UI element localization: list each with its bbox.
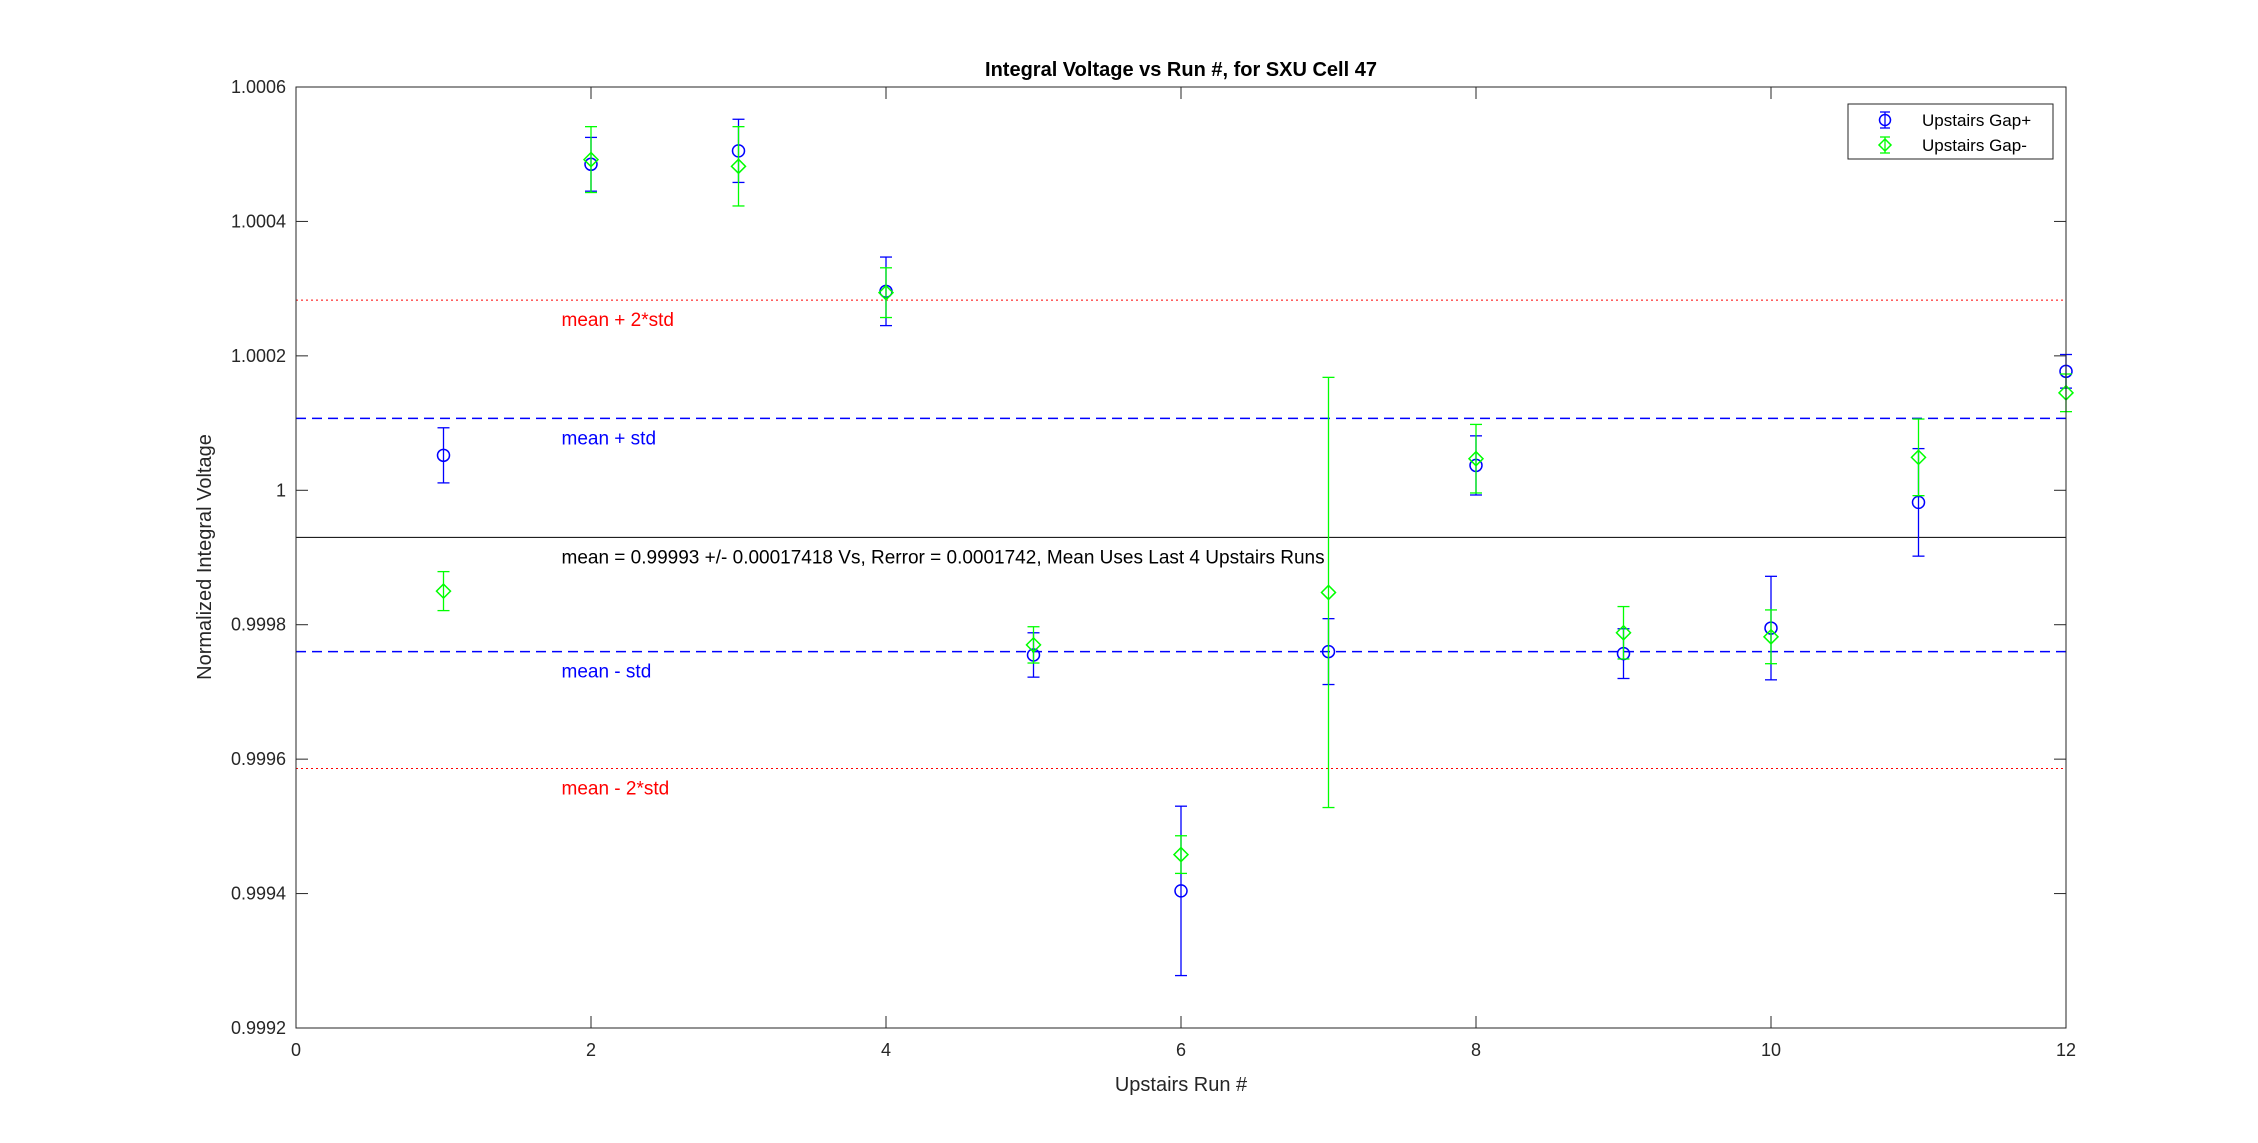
data-point bbox=[877, 267, 895, 319]
point-marker bbox=[877, 284, 895, 301]
reference-line-label: mean + 2*std bbox=[562, 310, 675, 331]
y-tick-label: 0.9994 bbox=[231, 884, 286, 904]
point-marker bbox=[435, 583, 452, 600]
y-tick-label: 0.9992 bbox=[231, 1018, 286, 1038]
x-tick-label: 8 bbox=[1471, 1040, 1481, 1060]
reference-line-label: mean - 2*std bbox=[562, 779, 670, 800]
legend-label: Upstairs Gap+ bbox=[1922, 111, 2031, 130]
point-marker bbox=[1174, 884, 1188, 898]
y-tick-label: 1 bbox=[276, 480, 286, 500]
data-point bbox=[1174, 805, 1188, 977]
data-point bbox=[1762, 609, 1780, 665]
reference-line-label: mean + std bbox=[562, 428, 657, 449]
series-2 bbox=[435, 126, 2075, 875]
point-marker bbox=[1910, 449, 1927, 466]
x-tick-label: 10 bbox=[1761, 1040, 1781, 1060]
legend-box bbox=[1847, 103, 2054, 160]
point-marker bbox=[1467, 450, 1485, 467]
data-point bbox=[1320, 376, 1337, 809]
reference-line-label: mean - std bbox=[562, 662, 652, 683]
data-point bbox=[435, 570, 452, 612]
point-marker bbox=[1615, 624, 1632, 641]
data-point bbox=[730, 126, 747, 207]
y-axis-label: Normalized Integral Voltage bbox=[194, 434, 216, 680]
y-tick-label: 0.9996 bbox=[231, 749, 286, 769]
reference-labels: mean + 2*std mean + std mean = 0.99993 +/-… bbox=[562, 310, 1325, 799]
chart-title: Integral Voltage vs Run #, for SXU Cell … bbox=[985, 59, 1377, 81]
legend: Upstairs Gap+ Upstairs Gap- bbox=[1847, 103, 2054, 160]
y-tick-label: 1.0006 bbox=[231, 77, 286, 97]
point-marker bbox=[1762, 628, 1780, 645]
data-point bbox=[436, 427, 451, 484]
point-marker bbox=[436, 448, 451, 463]
legend-entry: Upstairs Gap+ bbox=[1878, 111, 2031, 130]
point-marker bbox=[730, 158, 747, 175]
point-marker bbox=[1320, 584, 1337, 601]
data-point bbox=[1172, 835, 1190, 875]
y-tick-label: 0.9998 bbox=[231, 615, 286, 635]
x-axis-label: Upstairs Run # bbox=[1115, 1074, 1248, 1096]
data-point bbox=[582, 126, 600, 194]
series-layer bbox=[435, 118, 2075, 977]
y-tick-label: 1.0004 bbox=[231, 211, 286, 231]
x-tick-label: 12 bbox=[2056, 1040, 2076, 1060]
y-axis: 0.9992 0.9994 0.9996 0.9998 1 1.0002 1.0004 1.0… bbox=[231, 77, 2066, 1038]
legend-marker bbox=[1877, 137, 1893, 153]
x-axis: 0 2 4 6 8 10 12 bbox=[291, 87, 2076, 1060]
x-tick-label: 4 bbox=[881, 1040, 891, 1060]
point-marker bbox=[1911, 495, 1926, 510]
data-point bbox=[1910, 418, 1927, 497]
legend-entry: Upstairs Gap- bbox=[1877, 136, 2027, 155]
point-marker bbox=[1172, 846, 1190, 863]
legend-marker bbox=[1878, 113, 1892, 127]
reference-line-label: mean = 0.99993 +/- 0.00017418 Vs, Rerror… bbox=[562, 547, 1325, 568]
point-marker bbox=[582, 151, 600, 168]
data-point bbox=[1025, 626, 1042, 664]
x-tick-label: 6 bbox=[1176, 1040, 1186, 1060]
legend-label: Upstairs Gap- bbox=[1922, 136, 2027, 155]
y-tick-label: 1.0002 bbox=[231, 346, 286, 366]
point-marker bbox=[1025, 636, 1042, 653]
data-point bbox=[1467, 423, 1485, 494]
data-point bbox=[1615, 605, 1632, 660]
x-tick-label: 0 bbox=[291, 1040, 301, 1060]
x-tick-label: 2 bbox=[586, 1040, 596, 1060]
